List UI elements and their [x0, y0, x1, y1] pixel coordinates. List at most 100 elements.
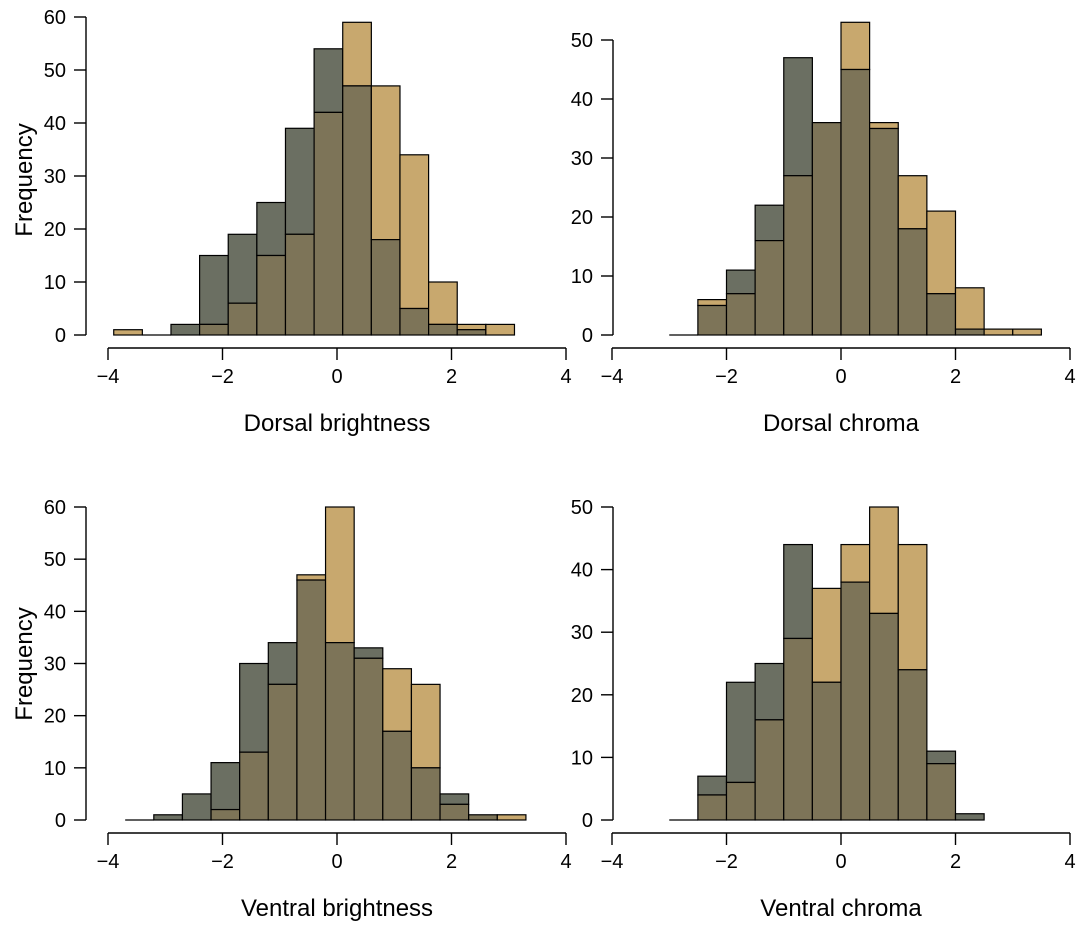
y-tick-label: 50: [44, 549, 66, 571]
bar-excess-bin-4: [783, 57, 813, 177]
bar-excess-bin-3: [754, 662, 785, 721]
y-tick-label: 50: [571, 30, 593, 52]
x-tick-label: 2: [446, 851, 457, 873]
bar-overlap-bin-5: [811, 121, 842, 336]
x-axis-label: Ventral brightness: [241, 895, 433, 922]
bar-excess-bin-11: [983, 328, 1014, 336]
x-axis-label: Ventral chroma: [760, 895, 922, 922]
y-tick-label: 10: [44, 272, 66, 294]
y-tick-label: 40: [44, 601, 66, 623]
y-tick-label: 30: [571, 148, 593, 170]
x-tick-label: −2: [715, 366, 738, 388]
bar-excess-bin-7: [869, 506, 899, 615]
bar-excess-bin-7: [869, 121, 899, 130]
bar-excess-bin-6: [840, 21, 871, 71]
bar-overlap-bin-8: [897, 669, 928, 821]
bar-excess-bin-6: [296, 574, 327, 581]
bar-excess-bin-4: [227, 233, 258, 304]
bar-excess-bin-11: [428, 281, 458, 326]
y-tick-label: 20: [571, 685, 593, 707]
y-tick-label: 60: [44, 497, 66, 519]
bar-overlap-bin-7: [324, 642, 355, 821]
y-tick-label: 10: [44, 758, 66, 780]
x-tick-label: −2: [211, 366, 234, 388]
x-axis-label: Dorsal brightness: [244, 410, 431, 437]
bars: [125, 506, 527, 821]
bar-overlap-bin-5: [267, 683, 298, 821]
bar-overlap-bin-4: [227, 302, 258, 336]
bar-overlap-bin-3: [754, 240, 785, 336]
x-tick-label: 2: [950, 366, 961, 388]
x-axis-label: Dorsal chroma: [763, 410, 920, 437]
bars: [669, 506, 985, 821]
bar-overlap-bin-3: [199, 323, 229, 336]
y-tick-label: 0: [582, 810, 593, 832]
bar-overlap-bin-4: [239, 751, 269, 821]
y-tick-label: 30: [44, 166, 66, 188]
y-tick-label: 50: [571, 497, 593, 519]
bar-excess-bin-8: [353, 647, 384, 659]
x-tick-label: 0: [331, 851, 342, 873]
x-tick-label: 4: [560, 851, 571, 873]
bar-excess-bin-8: [897, 543, 928, 671]
x-tick-label: 4: [1064, 366, 1075, 388]
bar-excess-bin-13: [496, 814, 527, 821]
bar-overlap-bin-6: [296, 579, 327, 821]
bar-overlap-bin-3: [754, 719, 785, 821]
bars: [669, 21, 1042, 336]
y-tick-label: 30: [44, 654, 66, 676]
bar-overlap-bin-10: [954, 328, 985, 336]
bar-overlap-bin-9: [382, 730, 413, 821]
bar-excess-bin-13: [485, 323, 516, 336]
y-tick-label: 10: [571, 747, 593, 769]
bar-excess-bin-4: [783, 543, 813, 640]
bar-excess-bin-11: [439, 793, 470, 805]
bar-overlap-bin-9: [926, 763, 957, 821]
bar-overlap-bin-12: [456, 329, 487, 336]
bar-excess-bin-10: [399, 154, 430, 310]
bar-overlap-bin-9: [926, 293, 957, 336]
y-tick-label: 0: [582, 325, 593, 347]
bar-overlap-bin-6: [840, 581, 871, 821]
bar-excess-bin-1: [697, 775, 728, 796]
x-tick-label: −4: [97, 851, 120, 873]
bar-overlap-bin-5: [256, 254, 287, 336]
bar-excess-bin-8: [342, 21, 372, 87]
histogram-panel-top-left: 0 10 20 30 40 50 60 −4 −2 0 2 4 Dorsal brightness Fre…: [11, 7, 572, 437]
bar-overlap-bin-4: [783, 637, 813, 821]
x-tick-label: 0: [835, 366, 846, 388]
bar-excess-bin-6: [284, 127, 315, 235]
bar-excess-bin-7: [313, 48, 344, 113]
bar-excess-bin-1: [697, 299, 728, 307]
bar-excess-bin-7: [324, 506, 355, 644]
bar-overlap-bin-2: [725, 293, 756, 336]
bar-overlap-bin-5: [811, 681, 842, 821]
bar-overlap-bin-6: [840, 68, 871, 336]
bar-overlap-bin-8: [342, 85, 372, 336]
bar-overlap-bin-10: [399, 307, 430, 336]
bar-overlap-bin-7: [869, 127, 899, 336]
y-tick-label: 40: [571, 89, 593, 111]
bar-excess-bin-5: [267, 642, 298, 685]
bar-excess-bin-2: [725, 269, 756, 295]
bar-overlap-bin-6: [284, 233, 315, 336]
y-tick-label: 20: [44, 706, 66, 728]
bar-excess-bin-3: [199, 254, 229, 326]
x-tick-label: −4: [97, 366, 120, 388]
x-tick-label: 4: [560, 366, 571, 388]
bar-excess-bin-0: [113, 329, 143, 336]
y-axis-label: Frequency: [11, 607, 38, 720]
bar-excess-bin-9: [382, 668, 413, 732]
bar-overlap-bin-9: [370, 239, 401, 336]
bar-excess-bin-12: [1012, 328, 1042, 336]
x-tick-label: 4: [1064, 851, 1075, 873]
bar-overlap-bin-7: [313, 111, 344, 336]
bar-overlap-bin-4: [783, 175, 813, 336]
bar-excess-bin-9: [926, 210, 957, 295]
bar-excess-bin-2: [181, 793, 212, 821]
histogram-panel-bottom-right: 0 10 20 30 40 50 −4 −2 0 2 4 Ventral chroma: [571, 497, 1076, 922]
bar-excess-bin-5: [256, 201, 287, 257]
y-tick-label: 0: [55, 325, 66, 347]
x-tick-label: 2: [446, 366, 457, 388]
y-tick-label: 40: [44, 113, 66, 135]
